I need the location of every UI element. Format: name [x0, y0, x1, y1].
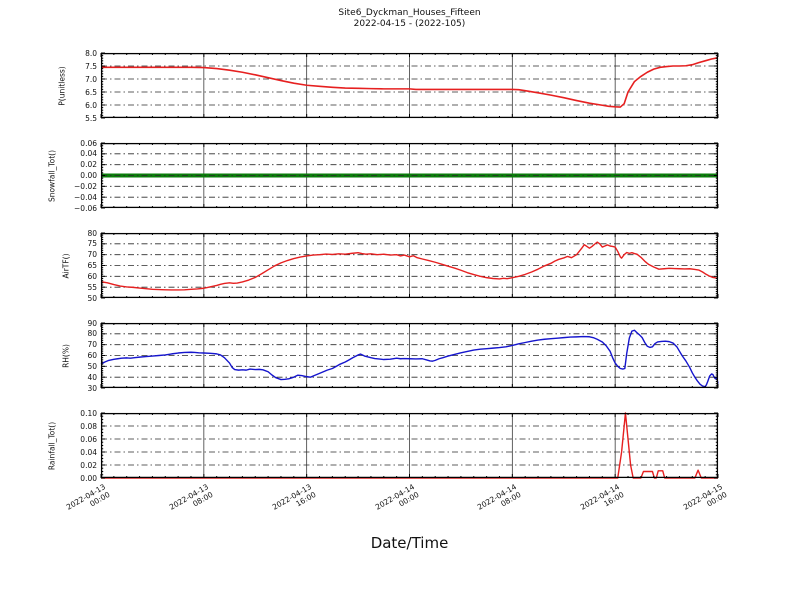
y-tick-label: 30	[87, 383, 97, 393]
y-tick-label: 75	[87, 239, 97, 249]
subplot-snowfall-tot	[100, 142, 719, 209]
y-tick-label: −0.02	[74, 181, 97, 191]
y-tick-label: 5.5	[85, 113, 97, 123]
subplot-rh	[100, 322, 719, 389]
y-tick-label: 60	[87, 271, 97, 281]
y-tick-label: 70	[87, 340, 97, 350]
y-tick-label: 0.00	[80, 473, 97, 483]
x-tick-date: 2022-04-14	[476, 482, 519, 512]
y-tick-label: 0.04	[80, 447, 97, 457]
axes-frame	[100, 142, 719, 209]
y-tick-label: 0.10	[80, 408, 97, 418]
y-tick-label: 0.04	[80, 149, 97, 159]
data-line-airtf	[100, 241, 719, 291]
y-tick-label: 0.02	[80, 460, 97, 470]
y-tick-label: 55	[87, 282, 97, 292]
y-tick-label: 50	[87, 293, 97, 303]
x-tick-label: 2022-04-14 08:00	[442, 482, 523, 540]
y-tick-label: 50	[87, 361, 97, 371]
x-tick-label: 2022-04-13 00:00	[30, 482, 112, 540]
x-tick-label: 2022-04-14 16:00	[544, 482, 626, 540]
x-tick-label: 2022-04-14 00:00	[339, 482, 420, 540]
y-tick-label: 6.0	[85, 100, 97, 110]
y-tick-label: 90	[87, 318, 97, 328]
y-tick-label: 40	[87, 372, 97, 382]
x-tick-date: 2022-04-13	[270, 482, 313, 512]
y-tick-label: 0.02	[80, 160, 97, 170]
y-tick-label: 8.0	[85, 48, 97, 58]
y-tick-label: 7.0	[85, 74, 97, 84]
subplot-rainfall-tot	[100, 412, 719, 479]
x-axis-label: Date/Time	[370, 534, 449, 552]
y-tick-label: −0.06	[74, 203, 97, 213]
x-tick-date: 2022-04-14	[373, 482, 416, 512]
chart-title-line2: 2022-04-15 - (2022-105)	[353, 19, 466, 29]
y-tick-label: 80	[87, 329, 97, 339]
y-tick-label: 0.08	[80, 421, 97, 431]
y-tick-label: 6.5	[85, 87, 97, 97]
subplot-p-unitless	[100, 52, 719, 119]
axes-frame	[100, 232, 719, 299]
y-tick-label: 0.06	[80, 434, 97, 444]
y-tick-label: 65	[87, 261, 97, 270]
y-tick-label: 70	[87, 250, 97, 260]
y-tick-label: 80	[87, 228, 97, 238]
x-tick-label: 2022-04-15 00:00	[647, 482, 729, 540]
data-line-rh	[100, 329, 719, 388]
data-line-ph	[101, 56, 719, 108]
x-tick-date: 2022-04-13	[167, 482, 210, 512]
y-tick-label: 0.00	[80, 171, 97, 180]
x-tick-label: 2022-04-13 08:00	[133, 482, 215, 540]
y-tick-label: −0.04	[74, 192, 97, 202]
axes-frame	[100, 412, 719, 479]
chart-title-line1: Site6_Dyckman_Houses_Fifteen	[338, 8, 481, 18]
y-tick-label: 7.5	[85, 61, 97, 71]
x-tick-label: 2022-04-13 16:00	[236, 482, 317, 540]
x-tick-date: 2022-04-14	[578, 482, 622, 512]
x-tick-date: 2022-04-15	[681, 482, 724, 512]
y-tick-label: 0.06	[80, 138, 97, 148]
axes-frame	[100, 322, 719, 389]
axes-frame	[100, 52, 719, 119]
y-axis-label-ph: P(unitless)	[57, 65, 67, 106]
y-tick-label: 60	[87, 351, 97, 360]
x-tick-date: 2022-04-13	[64, 482, 107, 512]
subplot-airtf	[100, 232, 719, 299]
